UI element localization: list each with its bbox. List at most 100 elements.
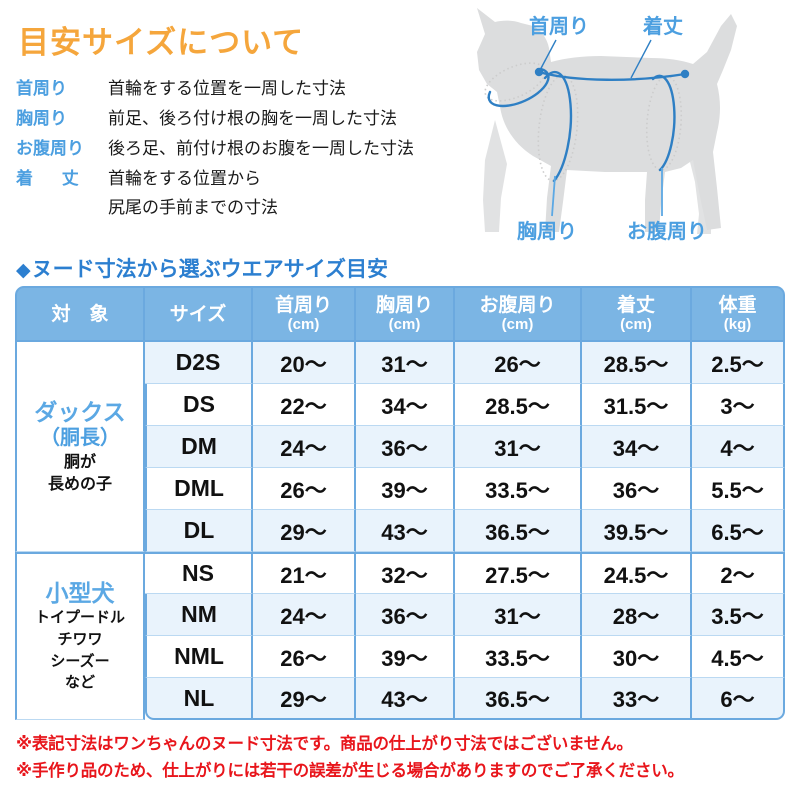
cell-chest: 43〜 [356,510,455,552]
cell-belly: 36.5〜 [455,510,582,552]
group-note-small-dog-line2: チワワ [57,630,103,648]
cell-length: 36〜 [582,468,692,510]
col-header-belly: お腹周り (cm) [455,286,582,342]
cell-size: NML [145,636,253,678]
cell-chest: 39〜 [356,468,455,510]
cell-chest: 32〜 [356,552,455,594]
table-row: 小型犬 トイプードル チワワ シーズー など NS 21〜 32〜 27.5〜 … [15,552,785,720]
cell-weight: 5.5〜 [692,468,785,510]
cell-neck: 26〜 [253,468,356,510]
col-header-target: 対 象 [15,286,145,342]
definition-term-neck: 首周り [16,79,67,98]
diamond-bullet-icon: ◆ [16,260,31,281]
table-row: NM 24〜 36〜 31〜 28〜 3.5〜 [15,594,785,636]
cell-weight: 2〜 [692,552,785,594]
definition-desc-length-wrap: 首輪をする位置から 尻尾の手前までの寸法 [108,164,278,222]
table-row: ダックス （胴長） 胴が 長めの子 D2S 20〜 31〜 26〜 28.5〜 … [15,342,785,552]
cell-neck: 24〜 [253,594,356,636]
col-header-belly-unit: (cm) [501,316,534,333]
chest-measure-ellipse [537,70,579,183]
cell-size: D2S [145,342,253,384]
cell-size: DM [145,426,253,468]
cell-length: 31.5〜 [582,384,692,426]
group-note-dachshund-line2: 長めの子 [47,475,112,493]
cell-length: 28〜 [582,594,692,636]
cell-neck: 22〜 [253,384,356,426]
cell-neck: 26〜 [253,636,356,678]
neck-leader-line [538,39,557,73]
col-header-neck: 首周り (cm) [253,286,356,342]
cell-belly: 26〜 [455,342,582,384]
section-heading: ◆ヌード寸法から選ぶウエアサイズ目安 [16,253,388,283]
cell-chest: 39〜 [356,636,455,678]
footnotes: ※表記寸法はワンちゃんのヌード寸法です。商品の仕上がり寸法ではございません。 ※… [16,731,796,785]
table-row: DS 22〜 34〜 28.5〜 31.5〜 3〜 [15,384,785,426]
length-leader-line [630,39,652,79]
cell-size: NM [145,594,253,636]
col-header-length: 着丈 (cm) [582,286,692,342]
col-header-size-label: サイズ [169,303,227,325]
cell-belly: 27.5〜 [455,552,582,594]
cell-length: 24.5〜 [582,552,692,594]
cell-neck: 20〜 [253,342,356,384]
cell-size: DML [145,468,253,510]
cell-size: NL [145,678,253,720]
diagram-label-neck: 首周り [529,14,589,38]
size-table-body: ダックス （胴長） 胴が 長めの子 D2S 20〜 31〜 26〜 28.5〜 … [15,342,785,720]
cell-belly: 33.5〜 [455,636,582,678]
col-header-chest: 胸周り (cm) [356,286,455,342]
cell-neck: 29〜 [253,678,356,720]
footnote-2: ※手作り品のため、仕上がりには若干の誤差が生じる場合がありますのでご了承ください… [16,762,684,780]
size-table: 対 象 サイズ 首周り (cm) 胸周り (cm) お腹周り [15,286,785,720]
table-row: DM 24〜 36〜 31〜 34〜 4〜 [15,426,785,468]
cell-weight: 2.5〜 [692,342,785,384]
group-note-dachshund-line1: 胴が [63,453,96,471]
cell-length: 28.5〜 [582,342,692,384]
col-header-length-unit: (cm) [620,316,652,333]
definition-row-length: 着 丈 首輪をする位置から 尻尾の手前までの寸法 [16,164,496,220]
cell-length: 34〜 [582,426,692,468]
table-row: NL 29〜 43〜 36.5〜 33〜 6〜 [15,678,785,720]
cell-chest: 34〜 [356,384,455,426]
group-note-small-dog-line4: など [64,674,95,692]
cell-belly: 33.5〜 [455,468,582,510]
cell-weight: 6.5〜 [692,510,785,552]
group-title-dachshund: ダックス [34,399,126,426]
dog-measurement-diagram: 首周り 着丈 胸周り お腹周り [455,0,800,258]
group-cell-small-dog: 小型犬 トイプードル チワワ シーズー など [15,552,145,720]
cell-length: 30〜 [582,636,692,678]
cell-belly: 28.5〜 [455,384,582,426]
cell-weight: 6〜 [692,678,785,720]
cell-chest: 43〜 [356,678,455,720]
group-note-small-dog-line1: トイプードル [34,609,125,627]
cell-belly: 31〜 [455,426,582,468]
cell-size: NS [145,552,253,594]
cell-neck: 24〜 [253,426,356,468]
measurement-definitions: 首周り 首輪をする位置を一周した寸法 胸周り 前足、後ろ付け根の胸を一周した寸法… [16,74,496,220]
cell-chest: 36〜 [356,594,455,636]
col-header-neck-unit: (cm) [287,316,320,333]
cell-chest: 31〜 [356,342,455,384]
cell-belly: 31〜 [455,594,582,636]
chest-leader-line [551,175,556,217]
col-header-chest-label: 胸周り [375,295,433,316]
definition-desc-chest: 前足、後ろ付け根の胸を一周した寸法 [108,109,397,128]
definition-row-belly: お腹周り 首輪をする位置から 後ろ足、前付け根のお腹を一周した寸法 [16,134,496,164]
definition-term-chest: 胸周り [16,109,67,128]
group-subtitle-dachshund: （胴長） [40,426,120,449]
diagram-label-chest: 胸周り [517,219,577,243]
cell-neck: 29〜 [253,510,356,552]
table-row: NML 26〜 39〜 33.5〜 30〜 4.5〜 [15,636,785,678]
page-title: 目安サイズについて [18,25,305,60]
definition-row-chest: 胸周り 前足、後ろ付け根の胸を一周した寸法 [16,104,496,134]
definition-term-belly: お腹周り [16,139,84,158]
col-header-length-label: 着丈 [616,295,655,316]
cell-weight: 4.5〜 [692,636,785,678]
definition-desc-length-line1: 首輪をする位置から [108,169,261,188]
size-table-container: 対 象 サイズ 首周り (cm) 胸周り (cm) お腹周り [15,286,785,720]
cell-length: 33〜 [582,678,692,720]
dog-silhouette-icon [477,8,737,234]
footnote-1: ※表記寸法はワンちゃんのヌード寸法です。商品の仕上がり寸法ではございません。 [16,735,633,753]
cell-chest: 36〜 [356,426,455,468]
